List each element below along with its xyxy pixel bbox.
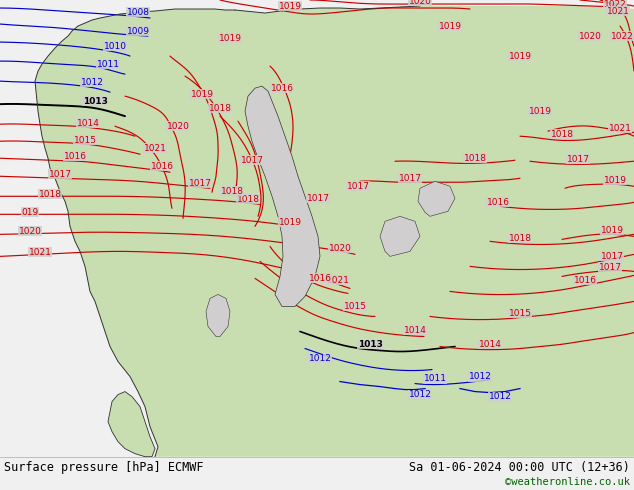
Text: 1021: 1021	[607, 6, 630, 16]
Text: 1016: 1016	[574, 276, 597, 285]
Text: 1019: 1019	[439, 22, 462, 30]
Text: 1019: 1019	[278, 1, 302, 10]
Text: 1022: 1022	[611, 31, 633, 41]
Text: 1021: 1021	[29, 248, 51, 257]
Text: 1017: 1017	[48, 170, 72, 179]
Text: 1020: 1020	[579, 31, 602, 41]
Text: 1013: 1013	[358, 340, 382, 349]
Text: 1019: 1019	[508, 51, 531, 61]
Text: 1019: 1019	[529, 107, 552, 116]
Text: 1014: 1014	[404, 326, 427, 335]
Text: 1011: 1011	[424, 374, 446, 383]
Text: 1017: 1017	[399, 174, 422, 183]
Text: 1021: 1021	[143, 144, 167, 153]
Text: 1014: 1014	[479, 340, 501, 349]
Text: 1018: 1018	[508, 234, 531, 243]
Text: 1017: 1017	[188, 179, 212, 188]
Text: 1016: 1016	[271, 84, 294, 93]
Text: 1017: 1017	[240, 156, 264, 165]
Text: 1014: 1014	[77, 119, 100, 128]
Text: 1012: 1012	[408, 390, 432, 399]
Text: 1012: 1012	[309, 354, 332, 363]
Text: 1020: 1020	[18, 227, 41, 236]
Text: 1017: 1017	[306, 194, 330, 203]
Text: 019: 019	[22, 208, 39, 217]
Text: 1019: 1019	[278, 218, 302, 227]
Text: 1019: 1019	[219, 33, 242, 43]
Polygon shape	[35, 6, 634, 457]
Polygon shape	[380, 216, 420, 256]
Text: 1012: 1012	[81, 77, 103, 87]
Text: 1016: 1016	[63, 152, 86, 161]
Text: 1008: 1008	[127, 7, 150, 17]
Text: 1021: 1021	[609, 123, 631, 133]
Text: 1022: 1022	[604, 0, 626, 8]
Text: 1018: 1018	[221, 187, 243, 196]
Text: 1019: 1019	[604, 176, 626, 185]
Text: 1018: 1018	[463, 154, 486, 163]
Text: 1015: 1015	[74, 136, 96, 145]
Text: 1016: 1016	[150, 162, 174, 171]
Text: Sa 01-06-2024 00:00 UTC (12+36): Sa 01-06-2024 00:00 UTC (12+36)	[409, 461, 630, 474]
Text: 1013: 1013	[82, 97, 107, 106]
Text: 1015: 1015	[508, 309, 531, 318]
Text: 1018: 1018	[209, 104, 231, 113]
Text: 1018: 1018	[236, 195, 259, 204]
Text: 1009: 1009	[127, 26, 150, 36]
Text: 1018: 1018	[39, 190, 61, 199]
Text: 1012: 1012	[489, 392, 512, 401]
Polygon shape	[245, 86, 320, 306]
Text: 1017: 1017	[598, 263, 621, 272]
Text: 1020: 1020	[408, 0, 432, 5]
Text: 1017: 1017	[600, 252, 623, 261]
Text: 1010: 1010	[103, 42, 127, 50]
Text: 1015: 1015	[344, 302, 366, 311]
Text: 1016: 1016	[486, 198, 510, 207]
Polygon shape	[108, 392, 155, 457]
Text: 1020: 1020	[328, 244, 351, 253]
Text: 1018: 1018	[550, 130, 574, 139]
Text: 1019: 1019	[600, 226, 623, 235]
Polygon shape	[206, 294, 230, 337]
Text: 1017: 1017	[567, 155, 590, 164]
Text: 1020: 1020	[167, 122, 190, 131]
Text: 1016: 1016	[309, 274, 332, 283]
Polygon shape	[418, 181, 455, 216]
Text: 1019: 1019	[190, 90, 214, 98]
Text: ©weatheronline.co.uk: ©weatheronline.co.uk	[505, 477, 630, 487]
Text: 1021: 1021	[327, 276, 349, 285]
Text: 1017: 1017	[347, 182, 370, 191]
Text: Surface pressure [hPa] ECMWF: Surface pressure [hPa] ECMWF	[4, 461, 204, 474]
Text: 1011: 1011	[96, 60, 119, 69]
Text: 1012: 1012	[469, 372, 491, 381]
